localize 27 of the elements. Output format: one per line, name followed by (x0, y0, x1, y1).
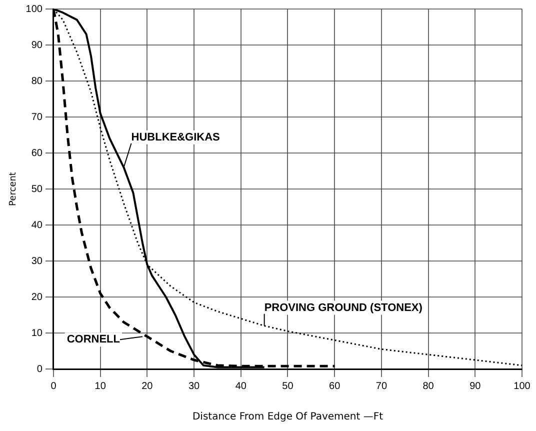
annotation: HUBLKE&GIKAS (131, 131, 220, 144)
x-tick-label: 100 (514, 380, 531, 392)
x-tick-label: 30 (188, 380, 200, 392)
y-tick-label: 80 (31, 76, 43, 87)
y-tick-label: 20 (31, 292, 43, 303)
x-tick-label: 0 (50, 380, 57, 392)
x-tick-label: 90 (470, 380, 482, 392)
y-tick-label: 50 (31, 184, 43, 195)
x-tick-label: 70 (376, 380, 388, 392)
x-tick-label: 40 (235, 380, 247, 392)
y-tick-label: 30 (31, 256, 43, 267)
y-tick-label: 0 (36, 364, 43, 375)
x-tick-label: 10 (94, 380, 106, 392)
annotation: PROVING GROUND (STONEX) (264, 302, 423, 314)
x-axis-title: Distance From Edge Of Pavement —Ft (192, 412, 384, 423)
x-tick-label: 50 (282, 380, 294, 392)
x-tick-label: 20 (142, 380, 154, 392)
y-tick-label: 40 (31, 220, 43, 231)
y-axis-title: Percent (8, 172, 19, 206)
x-tick-label: 80 (422, 380, 434, 392)
y-tick-label: 100 (26, 4, 43, 15)
annotation: CORNELL (66, 334, 120, 346)
x-tick-label: 60 (329, 380, 341, 392)
y-tick-label: 70 (31, 112, 43, 123)
y-tick-label: 10 (31, 328, 43, 339)
y-tick-label: 90 (31, 40, 43, 51)
y-tick-label: 60 (31, 148, 43, 159)
